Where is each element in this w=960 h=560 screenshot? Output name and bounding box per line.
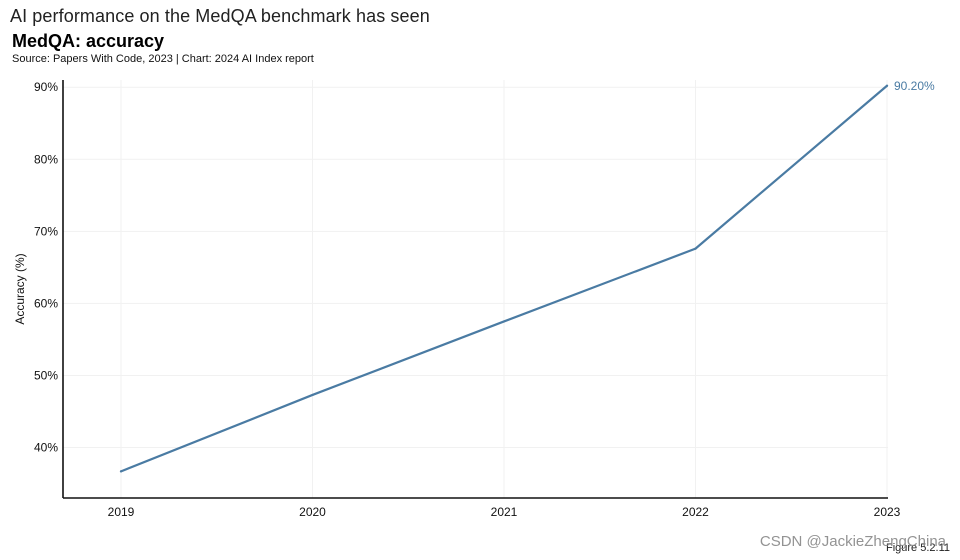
- x-tick-label: 2022: [682, 505, 709, 519]
- x-tick-labels: 2019 2020 2021 2022 2023: [108, 505, 901, 519]
- axes-layer: [62, 80, 888, 499]
- grid-layer: [63, 80, 888, 498]
- x-tick-label: 2019: [108, 505, 135, 519]
- y-tick-labels: 40% 50% 60% 70% 80% 90%: [34, 80, 58, 454]
- y-tick-label: 80%: [34, 152, 58, 166]
- y-tick-label: 60%: [34, 296, 58, 310]
- data-point: [885, 84, 889, 87]
- x-tick-label: 2021: [491, 505, 518, 519]
- y-tick-label: 90%: [34, 80, 58, 94]
- figure-reference: Figure 5.2.11: [885, 542, 950, 554]
- chart-title: MedQA: accuracy: [12, 31, 165, 51]
- chart-source: Source: Papers With Code, 2023 | Chart: …: [12, 53, 314, 65]
- data-point: [502, 320, 506, 323]
- y-tick-label: 50%: [34, 368, 58, 382]
- end-value-label: 90.20%: [894, 79, 935, 93]
- data-point: [694, 247, 697, 250]
- series-layer: 90.20%: [119, 79, 935, 473]
- data-point: [311, 393, 314, 397]
- x-tick-label: 2020: [299, 505, 326, 519]
- data-point: [119, 470, 123, 473]
- y-tick-label: 70%: [34, 224, 58, 238]
- x-tick-label: 2023: [874, 505, 901, 519]
- watermark: CSDN @JackieZhengChina: [759, 533, 946, 550]
- y-tick-label: 40%: [34, 441, 58, 455]
- y-axis-label: Accuracy (%): [13, 253, 27, 324]
- headline: AI performance on the MedQA benchmark ha…: [10, 6, 430, 26]
